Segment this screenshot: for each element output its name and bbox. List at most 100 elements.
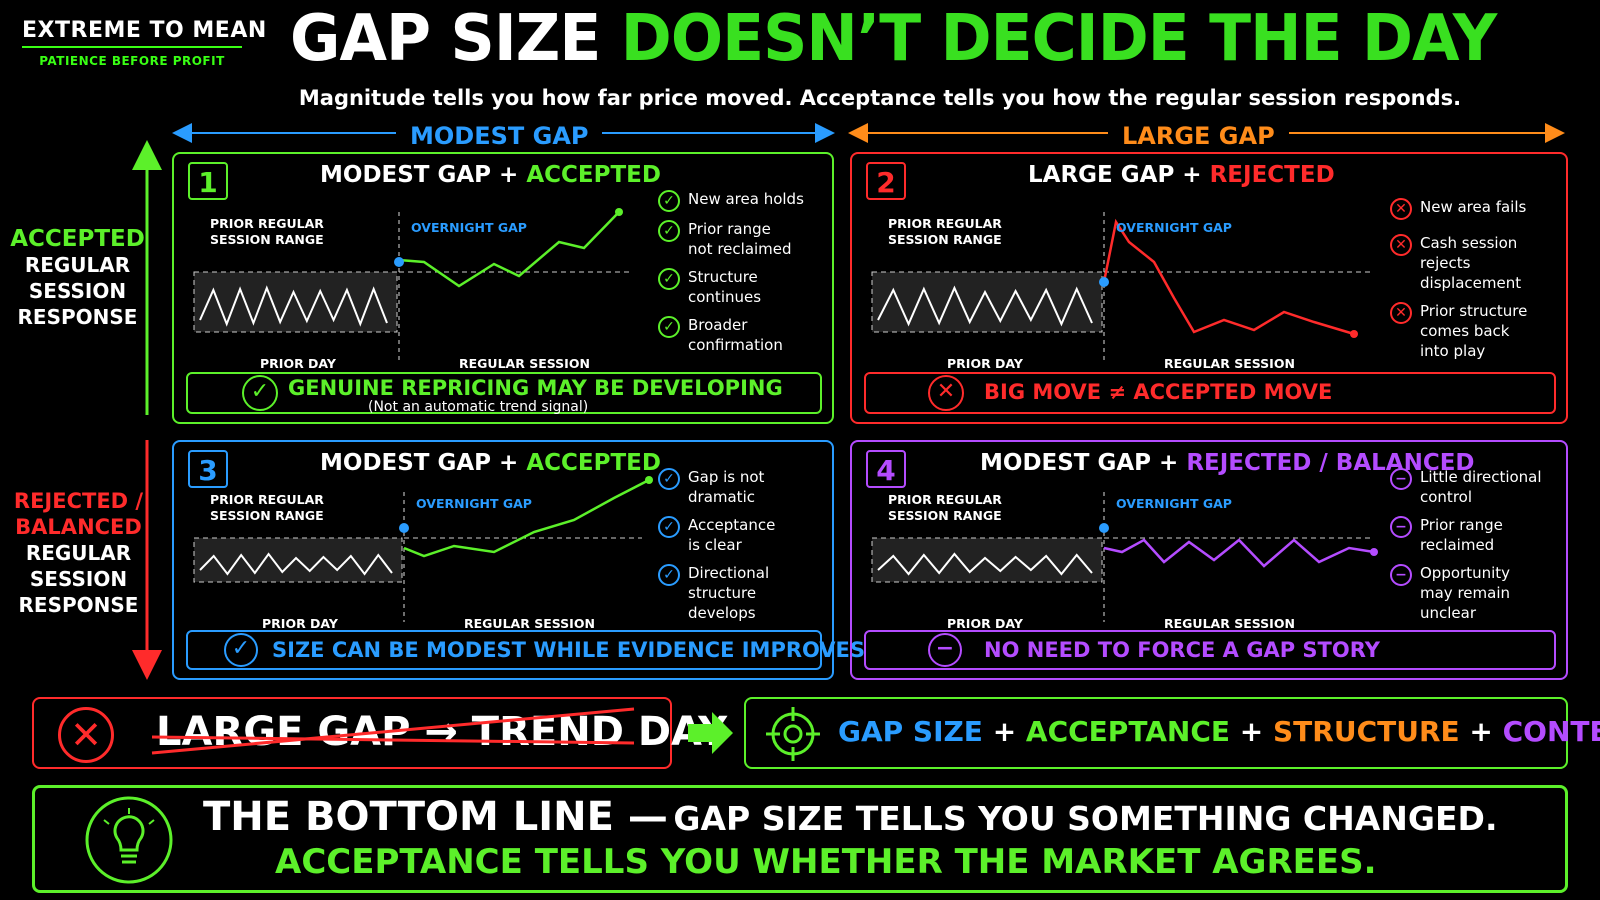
conclusion-subtext: (Not an automatic trend signal) [368,399,589,415]
row-accepted-line2: REGULAR [24,253,131,277]
overnight-gap-marker [399,523,409,533]
brand-name: EXTREME TO MEAN [22,18,267,43]
checklist-item: Prior structure comes back into play [1420,302,1528,360]
panel-title: MODEST GAP + ACCEPTED [320,162,661,188]
checklist-item: Broader confirmation [688,316,783,354]
conclusion-banner: ✓ GENUINE REPRICING MAY BE DEVELOPING (Not… [186,372,822,415]
minus-icon: − [1390,468,1412,490]
lightbulb-icon [83,794,175,886]
prior-price-path [877,552,1093,576]
gap-illustration [871,212,1370,362]
overnight-gap-marker [1099,523,1109,533]
check-icon: ✓ [658,564,680,586]
formula-plus-3: + [1469,715,1493,748]
brand-tagline: PATIENCE BEFORE PROFIT [39,54,225,68]
check-icon: ✓ [224,633,258,667]
path-end-marker [615,208,623,216]
checklist-item: Little directional control [1420,468,1542,506]
formula-plus-1: + [992,715,1017,748]
checklist-item: Prior range not reclaimed [688,220,792,258]
row-label-rejected: REJECTED / BALANCED REGULAR SESSION RESP… [10,488,147,618]
formula-text: GAP SIZE + ACCEPTANCE + STRUCTURE + CONT… [838,715,1600,748]
conclusion-text: GENUINE REPRICING MAY BE DEVELOPING [288,376,783,400]
scenario-panel-2: 2 LARGE GAP + REJECTED PRIOR REGULAR SESSI… [850,152,1568,424]
row-rejected-line5: RESPONSE [18,593,139,617]
regular-session-label: REGULAR SESSION [1164,356,1295,371]
regular-session-path [398,211,620,288]
checklist-item: New area holds [688,190,804,208]
regular-session-label: REGULAR SESSION [459,356,590,371]
overnight-gap-marker [394,257,404,267]
gap-illustration [193,476,653,622]
row-label-accepted: ACCEPTED REGULAR SESSION RESPONSE [10,226,145,330]
regular-session-label: REGULAR SESSION [1164,616,1295,631]
title-part-1: GAP SIZE [290,2,601,76]
row-accepted-line4: RESPONSE [17,305,138,329]
formula-context: CONTEXT [1502,715,1600,748]
scenario-panel-1: 1 MODEST GAP + ACCEPTED PRIOR REGULAR SESS… [172,152,834,424]
panel-title-scenario: MODEST GAP + [320,450,527,476]
row-rejected-title-2: BALANCED [15,515,142,539]
bottom-line-box: THE BOTTOM LINE — GAP SIZE TELLS YOU SOM… [32,785,1568,893]
check-icon: ✓ [658,190,680,212]
column-large-gap: LARGE GAP [1108,122,1289,150]
minus-icon: − [928,633,962,667]
bottom-line-text-2: ACCEPTANCE TELLS YOU WHETHER THE MARKET … [275,842,1377,882]
column-headers: MODEST GAP LARGE GAP [0,120,1600,154]
panel-number: 3 [188,450,228,488]
panel-number: 2 [866,162,906,200]
checklist-item: Structure continues [688,268,762,306]
title-part-2: DOESN’T DECIDE THE DAY [620,2,1497,76]
row-rejected-line4: SESSION [29,567,128,591]
bottom-line-lead: THE BOTTOM LINE — [203,794,668,840]
overnight-gap-label: OVERNIGHT GAP [411,220,527,235]
check-icon: ✓ [658,220,680,242]
crosshair-icon [764,705,822,763]
row-accepted-title: ACCEPTED [10,226,145,252]
myth-text: LARGE GAP → TREND DAY [156,709,728,755]
row-rejected-title: REJECTED / [13,489,144,513]
path-end-marker [1370,548,1378,556]
prior-day-label: PRIOR DAY [260,356,336,371]
panel-title: MODEST GAP + ACCEPTED [320,450,661,476]
prior-day-label: PRIOR DAY [947,356,1023,371]
formula-gap-size: GAP SIZE [838,715,983,748]
panel-title-scenario: MODEST GAP + [980,450,1187,476]
overnight-gap-label: OVERNIGHT GAP [416,496,532,511]
prior-range-label: PRIOR REGULAR SESSION RANGE [210,216,324,247]
bottom-line-text-1: GAP SIZE TELLS YOU SOMETHING CHANGED. [673,799,1498,838]
conclusion-text: BIG MOVE ≠ ACCEPTED MOVE [984,380,1333,404]
regular-session-path [1103,538,1375,568]
minus-icon: − [1390,516,1412,538]
formula-box: GAP SIZE + ACCEPTANCE + STRUCTURE + CONT… [744,697,1600,769]
panel-title-response: REJECTED / BALANCED [1186,450,1475,476]
x-icon: ✕ [1390,234,1412,256]
formula-structure: STRUCTURE [1273,715,1460,748]
panel-title-response: ACCEPTED [526,450,661,476]
prior-range-box [193,271,398,333]
panel-title-scenario: LARGE GAP + [1028,162,1210,188]
x-icon: ✕ [1390,302,1412,324]
gap-illustration [193,208,632,362]
prior-range-label: PRIOR REGULAR SESSION RANGE [210,492,324,523]
conclusion-banner: ✕ BIG MOVE ≠ ACCEPTED MOVE [864,372,1556,414]
check-icon: ✓ [658,268,680,290]
panel-title-scenario: MODEST GAP + [320,162,527,188]
overnight-gap-label: OVERNIGHT GAP [1116,496,1232,511]
check-icon: ✓ [658,468,680,490]
page-subtitle: Magnitude tells you how far price moved.… [298,86,1462,110]
brand-divider [22,46,242,48]
checklist-item: Directional structure develops [688,564,770,622]
prior-range-label: PRIOR REGULAR SESSION RANGE [888,492,1002,523]
panel-number: 4 [866,450,906,488]
check-icon: ✓ [242,375,278,411]
conclusion-banner: − NO NEED TO FORCE A GAP STORY [864,630,1556,670]
bottom-line-1: THE BOTTOM LINE — GAP SIZE TELLS YOU SOM… [203,794,1498,840]
checklist-item: Opportunity may remain unclear [1420,564,1511,622]
prior-day-label: PRIOR DAY [262,616,338,631]
regular-session-path [1102,218,1355,336]
overnight-gap-label: OVERNIGHT GAP [1116,220,1232,235]
panel-title: LARGE GAP + REJECTED [1028,162,1335,188]
minus-icon: − [1390,564,1412,586]
page-title: GAP SIZE DOESN’T DECIDE THE DAY [290,2,1538,76]
